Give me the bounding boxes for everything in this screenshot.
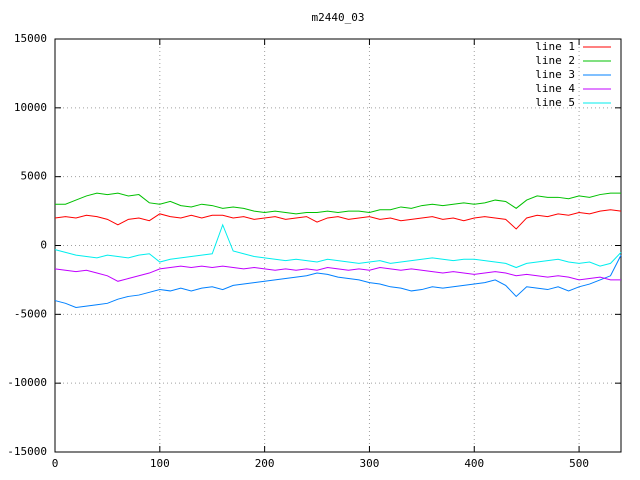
legend-label: line 5 bbox=[535, 96, 575, 109]
x-tick-label: 500 bbox=[569, 457, 589, 470]
y-tick-label: 10000 bbox=[14, 101, 47, 114]
x-tick-label: 200 bbox=[255, 457, 275, 470]
legend-label: line 1 bbox=[535, 40, 575, 53]
y-tick-label: -15000 bbox=[7, 445, 47, 458]
y-tick-label: 15000 bbox=[14, 32, 47, 45]
data-line bbox=[54, 254, 622, 308]
chart-title: m2440_03 bbox=[312, 11, 365, 24]
legend-label: line 3 bbox=[535, 68, 575, 81]
data-line bbox=[54, 209, 622, 230]
y-tick-label: 0 bbox=[40, 239, 47, 252]
data-line bbox=[54, 265, 621, 282]
x-tick-label: 400 bbox=[464, 457, 484, 470]
y-tick-label: -5000 bbox=[14, 307, 47, 320]
data-line bbox=[54, 223, 622, 269]
legend-label: line 2 bbox=[535, 54, 575, 67]
x-tick-label: 100 bbox=[150, 457, 170, 470]
y-tick-label: 5000 bbox=[21, 170, 48, 183]
legend-label: line 4 bbox=[535, 82, 575, 95]
data-line bbox=[55, 192, 621, 215]
x-tick-label: 0 bbox=[52, 457, 59, 470]
x-tick-label: 300 bbox=[360, 457, 380, 470]
y-tick-label: -10000 bbox=[7, 376, 47, 389]
